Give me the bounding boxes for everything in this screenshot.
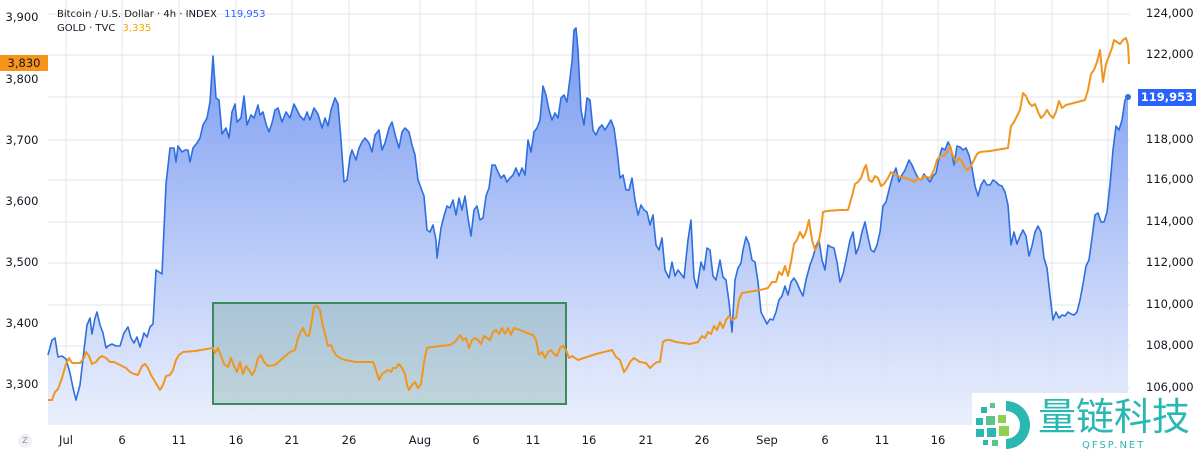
right-axis-tick: 110,000 [1146,297,1194,311]
right-axis-tick: 124,000 [1146,6,1194,20]
time-axis-tick: 21 [284,433,300,447]
left-axis-tick: 3,800 [5,72,39,86]
btc-current-price-badge: 119,953 [1138,89,1196,106]
logo-mark-icon [976,401,1030,449]
time-axis-tick: 11 [874,433,890,447]
time-axis-tick: 21 [638,433,654,447]
left-axis-tick: 3,500 [5,255,39,269]
left-axis-tick: 3,600 [5,194,39,208]
time-axis-tick: Aug [408,433,432,447]
left-axis-tick: 3,900 [5,10,39,24]
time-axis-tick: 16 [930,433,946,447]
right-axis-tick: 118,000 [1146,132,1194,146]
gold-price-line [48,37,1130,401]
time-axis-tick: 6 [472,433,480,447]
watermark-name-cn: 量链科技 [1038,395,1191,439]
right-axis-tick: 108,000 [1146,338,1194,352]
watermark-name-en: QFSP.NET [1082,440,1146,451]
legend-gold-value: 3,335 [122,23,152,34]
time-axis-tick: 16 [228,433,244,447]
time-axis-tick: Jul [59,433,73,447]
legend-gold-label: GOLD · TVC [57,23,116,34]
legend-btc-label: Bitcoin / U.S. Dollar · 4h · INDEX [57,9,217,20]
left-axis-tick: 3,700 [5,133,39,147]
legend-btc-row[interactable]: Bitcoin / U.S. Dollar · 4h · INDEX 119,9… [57,8,265,22]
time-axis-tick: 16 [581,433,597,447]
watermark-logo: 量链科技 QFSP.NET [972,393,1200,457]
left-axis-tick: 3,400 [5,316,39,330]
right-axis-tick: 106,000 [1146,380,1194,394]
time-axis-tick: Sep [756,433,778,447]
right-axis-tick: 114,000 [1146,214,1194,228]
time-axis-tick: 26 [341,433,357,447]
legend-gold-row[interactable]: GOLD · TVC 3,335 [57,22,265,36]
left-axis-tick: 3,300 [5,377,39,391]
legend-btc-value: 119,953 [224,9,266,20]
gold-current-price-badge: 3,830 [0,55,48,71]
time-axis-tick: 6 [118,433,126,447]
btc-area-fill [48,28,1128,425]
legend: Bitcoin / U.S. Dollar · 4h · INDEX 119,9… [57,8,265,36]
time-axis-tick: 6 [821,433,829,447]
right-axis-tick: 112,000 [1146,255,1194,269]
right-axis-tick: 122,000 [1146,47,1194,61]
time-axis-tick: 11 [171,433,187,447]
highlight-rectangle[interactable] [212,302,567,405]
time-axis-tick: 11 [525,433,541,447]
time-axis-tick: 26 [694,433,710,447]
auto-scale-button[interactable]: Z [18,434,32,448]
btc-last-point-marker [1125,94,1131,100]
btc-price-line [47,27,1129,401]
right-axis-tick: 116,000 [1146,172,1194,186]
